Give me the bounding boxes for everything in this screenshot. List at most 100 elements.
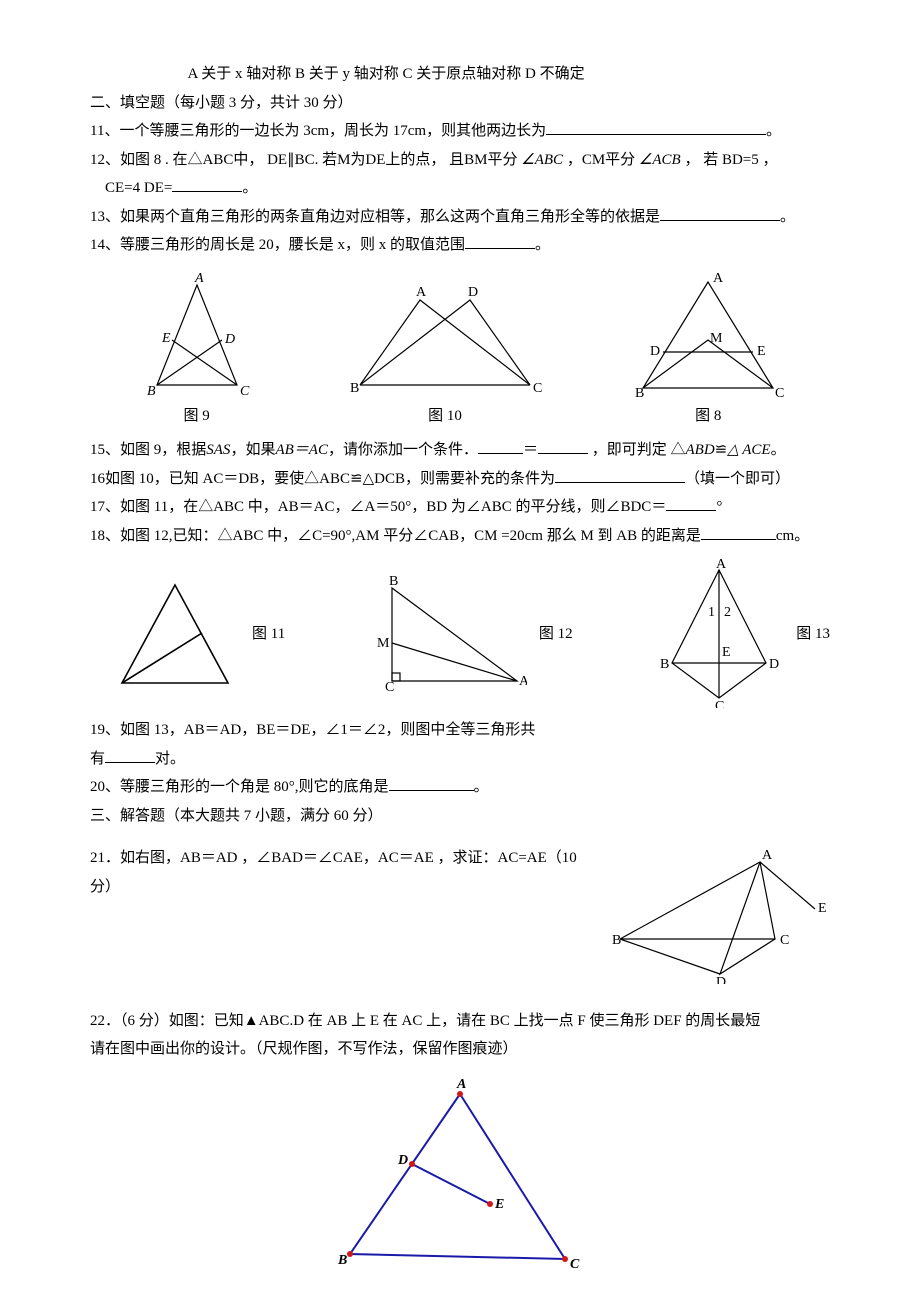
q15: 15、如图 9，根据SAS，如果AB＝AC，请你添加一个条件．＝ ，即可判定 △… bbox=[90, 436, 830, 465]
q20: 20、等腰三角形的一个角是 80°,则它的底角是 。 bbox=[90, 773, 830, 802]
q15-ace: △ ACE bbox=[727, 442, 770, 458]
svg-text:A: A bbox=[762, 848, 773, 863]
q21-fig: A B C E D bbox=[600, 844, 830, 995]
q12-tail: 。 bbox=[242, 180, 257, 196]
q19-blank bbox=[105, 747, 155, 763]
fig11-svg bbox=[110, 573, 240, 693]
fig10-col: A D B C 图 10 bbox=[340, 280, 550, 431]
q12: 12、如图 8 . 在△ABC中， DE∥BC. 若M为DE上的点， 且BM平分… bbox=[90, 146, 830, 175]
q17: 17、如图 11，在△ABC 中，AB＝AC，∠A＝50°，BD 为∠ABC 的… bbox=[90, 493, 830, 522]
fig9-label: 图 9 bbox=[184, 402, 210, 431]
q15-cong: ≌ bbox=[715, 442, 728, 458]
q20-blank bbox=[389, 775, 474, 791]
options-line: A 关于 x 轴对称 B 关于 y 轴对称 C 关于原点轴对称 D 不确定 bbox=[90, 60, 830, 89]
svg-text:A: A bbox=[519, 674, 527, 689]
q16: 16如图 10，已知 AC＝DB，要使△ABC≌△DCB，则需要补充的条件为 （填… bbox=[90, 465, 830, 494]
svg-text:C: C bbox=[775, 386, 784, 400]
q13-tail: 。 bbox=[780, 209, 795, 225]
fig12-item: B M C A 图 12 bbox=[367, 573, 573, 693]
fig21-svg: A B C E D bbox=[600, 844, 830, 984]
svg-text:B: B bbox=[350, 381, 359, 396]
fig9-col: A E D B C 图 9 bbox=[127, 270, 267, 431]
q21-row: 21．如右图，AB＝AD ，∠BAD＝∠CAE，AC＝AE ，求证：AC=AE（… bbox=[90, 844, 830, 995]
fig13-label: 图 13 bbox=[796, 620, 830, 649]
fig13-item: A 1 2 E B D C 图 13 bbox=[654, 558, 830, 708]
fig12-label: 图 12 bbox=[539, 620, 573, 649]
q13: 13、如果两个直角三角形的两条直角边对应相等，那么这两个直角三角形全等的依据是。 bbox=[90, 203, 830, 232]
fig10-svg: A D B C bbox=[340, 280, 550, 400]
q19-tail: 对。 bbox=[155, 751, 185, 767]
svg-text:B: B bbox=[612, 933, 621, 948]
svg-text:A: A bbox=[716, 558, 727, 572]
q14: 14、等腰三角形的周长是 20，腰长是 x，则 x 的取值范围。 bbox=[90, 231, 830, 260]
q14-text: 14、等腰三角形的周长是 20，腰长是 x，则 x 的取值范围 bbox=[90, 237, 465, 253]
q12-b: ，CM平分 bbox=[567, 152, 635, 168]
svg-text:D: D bbox=[224, 332, 235, 347]
figure-row-1: A E D B C 图 9 A D B C 图 10 bbox=[90, 270, 830, 431]
q11-blank bbox=[546, 119, 766, 135]
q15-blank1 bbox=[478, 438, 523, 454]
q15-a: 15、如图 9，根据 bbox=[90, 442, 206, 458]
q12-blank bbox=[172, 176, 242, 192]
q14-blank bbox=[465, 233, 535, 249]
q16-a: 16如图 10，已知 AC＝DB，要使△ABC≌△DCB，则需要补充的条件为 bbox=[90, 471, 555, 487]
q17-blank bbox=[666, 495, 716, 511]
q19-b: 有 bbox=[90, 751, 105, 767]
svg-text:D: D bbox=[650, 344, 660, 359]
svg-text:M: M bbox=[377, 636, 390, 651]
figure-row-2: 图 11 B M C A 图 12 A 1 2 E B bbox=[110, 558, 830, 708]
q15-d: ＝ bbox=[523, 442, 538, 458]
svg-text:C: C bbox=[385, 680, 394, 693]
q16-blank bbox=[555, 467, 685, 483]
fig11-item: 图 11 bbox=[110, 573, 285, 693]
svg-text:B: B bbox=[389, 574, 398, 589]
q20-tail: 。 bbox=[474, 779, 489, 795]
fig8-label: 图 8 bbox=[695, 402, 721, 431]
q18-blank bbox=[701, 524, 776, 540]
svg-text:C: C bbox=[533, 381, 542, 396]
q12-a: 12、如图 8 . 在△ABC中， DE∥BC. 若M为DE上的点， 且BM平分 bbox=[90, 152, 518, 168]
q12-line2: CE=4 DE= 。 bbox=[90, 174, 830, 203]
q20-a: 20、等腰三角形的一个角是 80°,则它的底角是 bbox=[90, 779, 389, 795]
q22-line2: 请在图中画出你的设计。（尺规作图，不写作法，保留作图痕迹） bbox=[90, 1035, 830, 1064]
q22-line1: 22．（6 分）如图：已知▲ABC.D 在 AB 上 E 在 AC 上，请在 B… bbox=[90, 1007, 830, 1036]
angle-acb: ∠ACB bbox=[639, 152, 681, 168]
svg-text:A: A bbox=[416, 285, 427, 300]
svg-text:E: E bbox=[722, 645, 731, 660]
svg-text:C: C bbox=[240, 384, 250, 399]
svg-text:E: E bbox=[757, 344, 766, 359]
svg-text:D: D bbox=[468, 285, 478, 300]
fig12-svg: B M C A bbox=[367, 573, 527, 693]
svg-text:C: C bbox=[715, 699, 724, 708]
fig8-col: A D E M B C 图 8 bbox=[623, 270, 793, 431]
svg-text:B: B bbox=[660, 657, 669, 672]
q16-b: （填一个即可） bbox=[685, 471, 790, 487]
q21-text: 21．如右图，AB＝AD ，∠BAD＝∠CAE，AC＝AE ，求证：AC=AE（… bbox=[90, 844, 580, 901]
section-2-heading: 二、填空题（每小题 3 分，共计 30 分） bbox=[90, 89, 830, 118]
section-3-heading: 三、解答题（本大题共 7 小题，满分 60 分） bbox=[90, 802, 830, 831]
q15-e: ，即可判定 △ bbox=[588, 442, 686, 458]
svg-text:B: B bbox=[147, 384, 156, 399]
svg-text:C: C bbox=[570, 1257, 580, 1272]
fig11-label: 图 11 bbox=[252, 620, 285, 649]
fig13-svg: A 1 2 E B D C bbox=[654, 558, 784, 708]
svg-text:A: A bbox=[456, 1077, 466, 1092]
q17-a: 17、如图 11，在△ABC 中，AB＝AC，∠A＝50°，BD 为∠ABC 的… bbox=[90, 499, 666, 515]
q12-c: ， 若 BD=5 ， bbox=[684, 152, 777, 168]
q18-tail: cm。 bbox=[776, 528, 809, 544]
svg-text:C: C bbox=[780, 933, 789, 948]
q15-abd: ABD bbox=[686, 442, 715, 458]
q15-blank2 bbox=[538, 438, 588, 454]
q11: 11、一个等腰三角形的一边长为 3cm，周长为 17cm，则其他两边长为。 bbox=[90, 117, 830, 146]
svg-text:M: M bbox=[710, 331, 723, 346]
q17-tail: ° bbox=[716, 499, 722, 515]
fig9-svg: A E D B C bbox=[127, 270, 267, 400]
svg-text:1: 1 bbox=[708, 605, 715, 620]
svg-text:B: B bbox=[635, 386, 644, 400]
svg-text:E: E bbox=[161, 331, 171, 346]
svg-text:A: A bbox=[713, 271, 724, 286]
q12-d: CE=4 DE= bbox=[105, 180, 172, 196]
svg-text:E: E bbox=[494, 1197, 504, 1212]
q15-c: ，请你添加一个条件． bbox=[328, 442, 478, 458]
angle-abc: ∠ABC bbox=[521, 152, 563, 168]
